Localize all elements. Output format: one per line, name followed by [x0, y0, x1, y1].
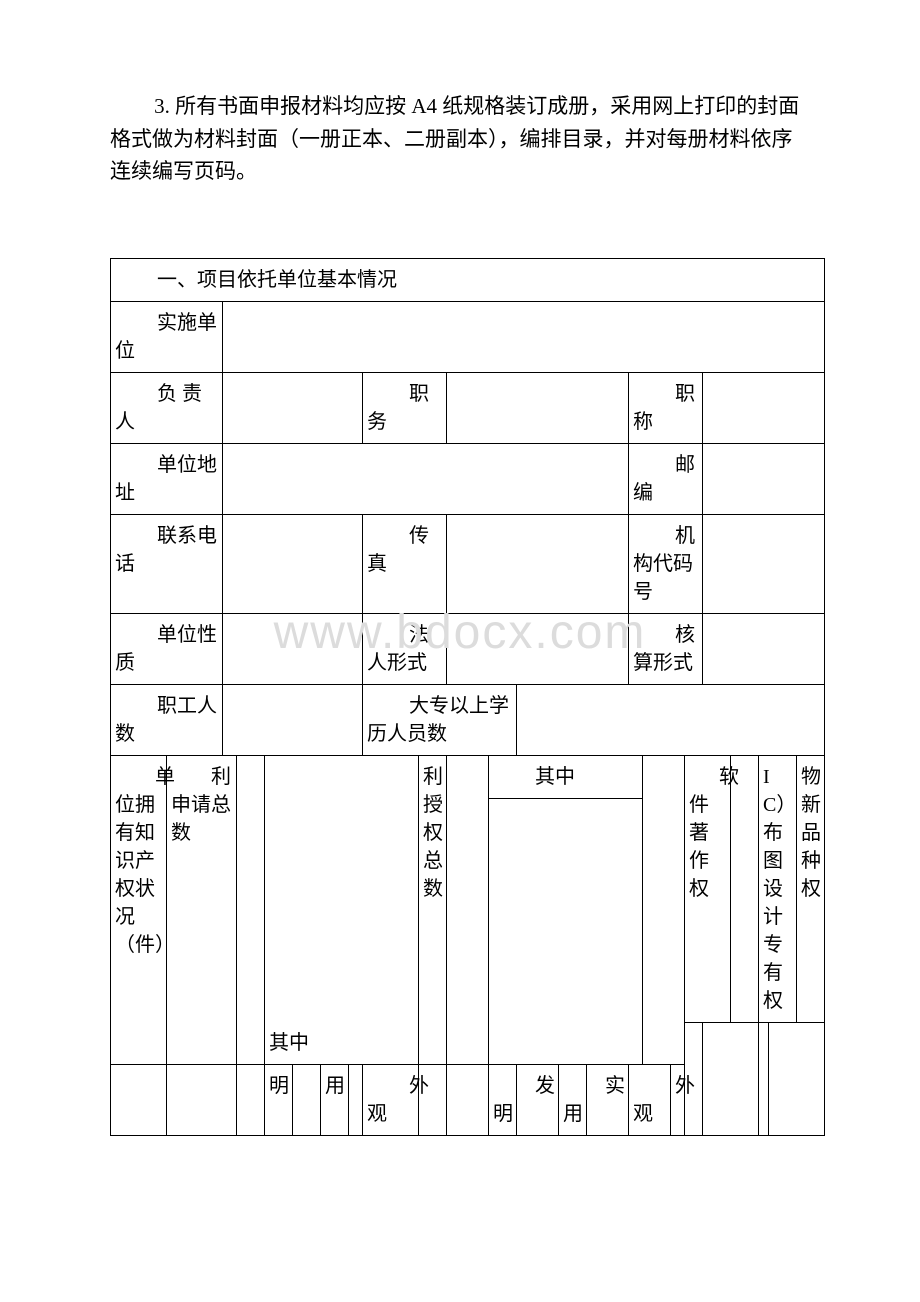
label-position: 职 务: [363, 372, 447, 443]
table-row: 联系电话 传 真 机构代码号: [111, 514, 825, 613]
application-form-table: 一、项目依托单位基本情况 实施单位 负 责人 职 务 职称 单位地址 邮编 联系…: [110, 258, 825, 1137]
spacer: [489, 798, 643, 1065]
label-fax: 传 真: [363, 514, 447, 613]
label-patent-grant-total: 利授权总数: [419, 755, 447, 1065]
label-invention2: 发明: [489, 1065, 517, 1136]
spacer: [167, 1065, 237, 1136]
label-legal-form: 法人形式: [363, 613, 447, 684]
value-legal-form: [447, 613, 629, 684]
label-of-which: 其中: [265, 1022, 419, 1065]
spacer: [643, 755, 685, 1065]
label-unit: 实施单位: [111, 301, 223, 372]
value-postcode: [703, 443, 825, 514]
label-org-code: 机构代码号: [629, 514, 703, 613]
spacer: [759, 1022, 769, 1136]
section-header: 一、项目依托单位基本情况: [111, 258, 825, 301]
spacer: [769, 1022, 825, 1136]
table-row: 单位地址 邮编: [111, 443, 825, 514]
value-leader: [223, 372, 363, 443]
value-unit: [223, 301, 825, 372]
value-degree-count: [517, 684, 825, 755]
label-degree-count: 大专以上学历人员数: [363, 684, 517, 755]
label-ic-layout: IC）布图设计专有权: [759, 755, 797, 1022]
label-utility2: 实用: [559, 1065, 587, 1136]
value-utility: [349, 1065, 363, 1136]
label-design2: 外观: [629, 1065, 671, 1136]
table-row: 一、项目依托单位基本情况: [111, 258, 825, 301]
value-fax: [447, 514, 629, 613]
label-invention: 明: [265, 1065, 293, 1136]
label-postcode: 邮编: [629, 443, 703, 514]
value-invention: [293, 1065, 321, 1136]
label-of-which2: 其中: [489, 755, 643, 798]
spacer: [265, 755, 419, 1022]
label-phone: 联系电话: [111, 514, 223, 613]
value-accounting: [703, 613, 825, 684]
value-address: [223, 443, 629, 514]
table-row: 职工人数 大专以上学历人员数: [111, 684, 825, 755]
value-software: [731, 755, 759, 1022]
label-unit-type: 单位性质: [111, 613, 223, 684]
spacer: [111, 1065, 167, 1136]
label-address: 单位地址: [111, 443, 223, 514]
label-utility: 用: [321, 1065, 349, 1136]
intro-paragraph: 3. 所有书面申报材料均应按 A4 纸规格装订成册，采用网上打印的封面格式做为材…: [110, 90, 810, 188]
table-row: 负 责人 职 务 职称: [111, 372, 825, 443]
value-patent-app-total: [237, 755, 265, 1065]
table-row: 单位性质 法人形式 核算形式: [111, 613, 825, 684]
value-position: [447, 372, 629, 443]
table-row: 单位拥有知识产权状况（件） 利申请总数 利授权总数 其中 软件著作权 IC）布图…: [111, 755, 825, 798]
table-row: 实施单位: [111, 301, 825, 372]
value-phone: [223, 514, 363, 613]
label-new-variety: 物新品种权: [797, 755, 825, 1022]
value-grant: [447, 1065, 489, 1136]
value-patent-grant-total: [447, 755, 489, 1065]
label-leader: 负 责人: [111, 372, 223, 443]
value-org-code: [703, 514, 825, 613]
spacer: [703, 1022, 759, 1136]
value-staff-count: [223, 684, 363, 755]
label-ip-status: 单位拥有知识产权状况（件）: [111, 755, 167, 1065]
value-unit-type: [223, 613, 363, 684]
label-title: 职称: [629, 372, 703, 443]
label-accounting: 核算形式: [629, 613, 703, 684]
spacer: [237, 1065, 265, 1136]
label-software: 软件著作权: [685, 755, 731, 1022]
label-design: 外观: [363, 1065, 419, 1136]
label-staff-count: 职工人数: [111, 684, 223, 755]
label-patent-app-total: 利申请总数: [167, 755, 237, 1065]
value-title: [703, 372, 825, 443]
